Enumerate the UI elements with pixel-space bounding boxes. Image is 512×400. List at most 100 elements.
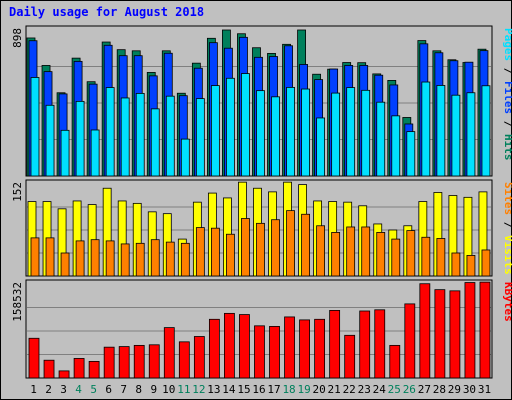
bot-bar-kbytes-2 [43,359,55,379]
bot-bar-kbytes-31 [479,281,491,379]
top-bar-pages-2 [45,104,55,177]
mid-bar-sites-6 [105,240,115,277]
top-bar-pages-11 [180,138,190,177]
mid-bar-sites-8 [135,242,145,277]
mid-bar-sites-19 [301,213,310,277]
top-series-label-part-0: Pages [502,28,512,61]
mid-bar-sites-9 [150,239,160,277]
bot-bar-kbytes-6 [103,346,115,379]
mid-bar-sites-17 [271,219,280,277]
top-series-label-part-4: Hits [502,134,512,161]
mid-bar-sites-31 [481,249,491,277]
mid-bar-sites-12 [195,227,205,277]
top-bar-pages-5 [90,129,100,177]
x-tick-label-14: 14 [222,383,236,396]
bot-series-label-part-0: KBytes [502,282,512,322]
bot-bar-kbytes-9 [148,344,160,379]
x-tick-label-22: 22 [343,383,356,396]
bot-bar-kbytes-12 [193,336,205,379]
x-tick-label-8: 8 [135,383,142,396]
top-bar-pages-17 [271,96,280,177]
mid-series-label-part-0: Sites [502,182,512,215]
mid-series-label-part-2: Visits [502,235,512,275]
bot-bar-kbytes-18 [284,316,295,379]
x-tick-label-15: 15 [237,383,250,396]
bot-bar-kbytes-21 [329,310,341,379]
x-tick-label-11: 11 [177,383,190,396]
top-bar-pages-24 [376,101,386,177]
mid-bar-sites-28 [436,238,446,277]
top-bar-pages-22 [346,87,356,177]
x-tick-label-20: 20 [313,383,326,396]
mid-bar-sites-23 [361,226,371,277]
bot-bar-kbytes-26 [404,303,416,379]
mid-bar-sites-1 [30,237,40,277]
mid-series-label-part-1: / [502,215,512,235]
x-tick-label-24: 24 [373,383,387,396]
mid-bar-sites-5 [90,239,100,277]
top-bar-pages-31 [481,85,491,177]
x-tick-label-26: 26 [403,383,416,396]
bot-bar-kbytes-11 [178,341,190,379]
mid-bar-sites-27 [421,236,431,277]
x-tick-label-17: 17 [267,383,280,396]
mid-bar-sites-14 [226,233,235,277]
top-bar-pages-9 [150,108,160,177]
top-bar-pages-25 [391,115,401,177]
top-series-label-part-3: / [502,114,512,134]
bot-bar-kbytes-29 [449,290,461,379]
top-max-label: 898 [11,28,24,48]
mid-bar-sites-11 [180,242,190,277]
mid-bar-sites-24 [376,232,386,277]
bot-bar-kbytes-13 [208,318,220,379]
mid-bar-sites-10 [165,241,175,277]
top-bar-pages-1 [30,77,40,177]
x-tick-label-9: 9 [150,383,157,396]
top-bar-pages-10 [165,95,175,177]
x-tick-label-10: 10 [162,383,175,396]
top-bar-pages-3 [60,129,70,177]
mid-bar-sites-29 [451,252,461,277]
mid-bar-sites-22 [346,226,356,277]
x-tick-label-3: 3 [60,383,67,396]
bot-bar-kbytes-22 [344,334,356,379]
x-tick-label-29: 29 [448,383,461,396]
mid-bar-sites-16 [256,222,265,277]
bot-bar-kbytes-4 [73,358,85,379]
top-bar-pages-26 [406,131,416,177]
x-tick-label-30: 30 [463,383,476,396]
top-bar-pages-14 [226,77,235,177]
top-bar-pages-16 [256,90,265,177]
bot-bar-kbytes-8 [133,344,145,379]
x-tick-label-12: 12 [192,383,205,396]
top-bar-pages-13 [210,85,220,177]
mid-bar-sites-26 [406,230,416,277]
x-tick-label-5: 5 [90,383,97,396]
bot-bar-kbytes-23 [359,310,371,379]
top-bar-pages-21 [331,92,341,177]
top-bar-pages-23 [361,89,371,177]
mid-bar-sites-18 [286,210,295,277]
top-bar-pages-20 [316,117,326,177]
bot-bar-kbytes-1 [28,337,40,379]
mid-bar-sites-25 [391,238,401,277]
top-bar-pages-18 [286,86,295,177]
bot-bar-kbytes-28 [434,289,446,379]
top-bar-pages-7 [120,97,130,177]
top-bar-pages-8 [135,93,145,177]
x-tick-label-19: 19 [297,383,310,396]
x-tick-label-21: 21 [328,383,341,396]
bot-bar-kbytes-24 [374,309,386,379]
bot-max-label: 158532 [11,282,24,322]
x-tick-label-25: 25 [388,383,401,396]
bot-bar-kbytes-20 [314,318,326,379]
bot-bar-kbytes-16 [254,325,265,379]
bot-bar-kbytes-15 [239,314,250,379]
x-tick-label-7: 7 [120,383,127,396]
mid-bar-sites-13 [210,227,220,277]
mid-bar-sites-30 [466,255,476,277]
top-bar-pages-4 [75,100,85,177]
x-tick-label-18: 18 [282,383,295,396]
bot-bar-kbytes-5 [88,360,100,379]
